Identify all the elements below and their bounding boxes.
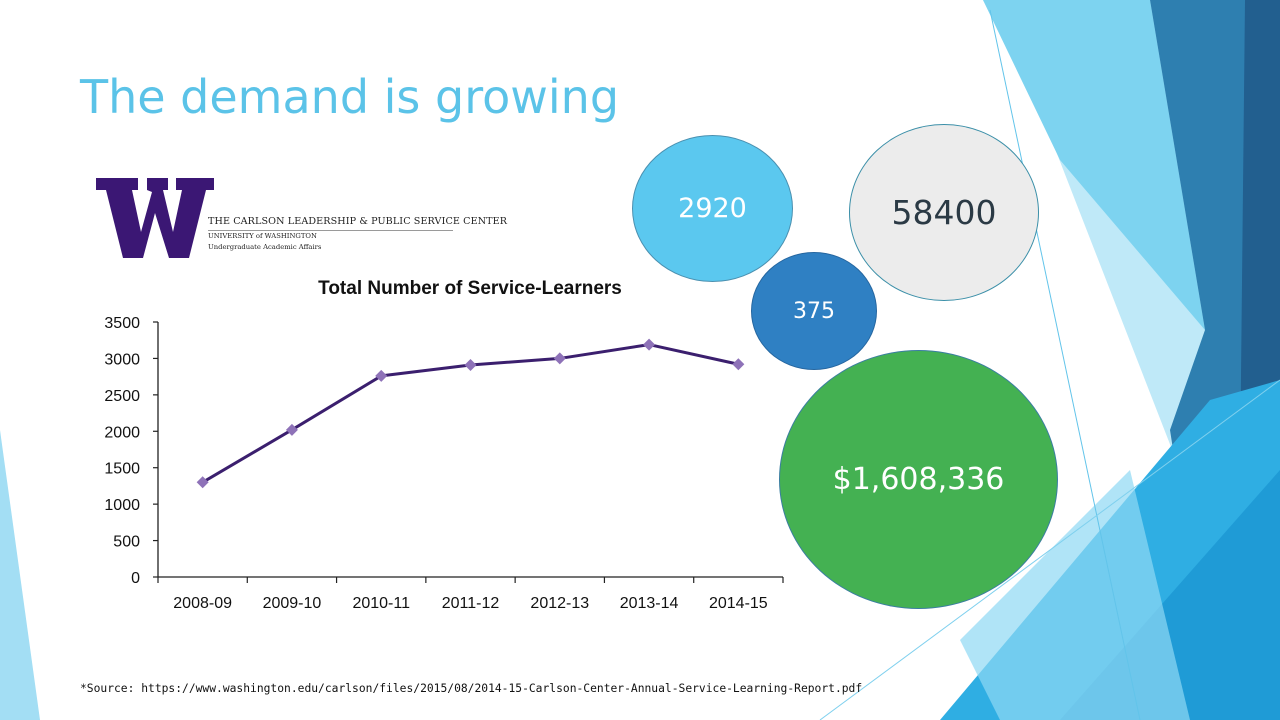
y-tick-label: 0 bbox=[131, 570, 140, 587]
x-tick-label: 2010-11 bbox=[352, 595, 410, 612]
y-tick-label: 3000 bbox=[104, 351, 140, 368]
data-point bbox=[196, 476, 209, 489]
y-tick-label: 2500 bbox=[104, 388, 140, 405]
y-tick-label: 2000 bbox=[104, 424, 140, 441]
data-point bbox=[464, 358, 477, 371]
w-letter-shape bbox=[96, 178, 214, 258]
x-tick-label: 2008-09 bbox=[173, 595, 232, 612]
y-tick-label: 3500 bbox=[104, 315, 140, 332]
data-point bbox=[285, 423, 298, 436]
deco-bottom-pale bbox=[960, 470, 1190, 720]
y-tick-label: 1000 bbox=[104, 497, 140, 514]
deco-thin-line bbox=[819, 379, 1280, 720]
deco-sky-panel bbox=[983, 0, 1205, 330]
y-tick-label: 1500 bbox=[104, 461, 140, 478]
uw-w-logo-icon bbox=[96, 178, 214, 258]
deco-darker-panel bbox=[1240, 0, 1280, 470]
chart-title: Total Number of Service-Learners bbox=[318, 278, 622, 299]
bubble-58400: 58400 bbox=[849, 124, 1039, 301]
data-point bbox=[643, 338, 656, 351]
slide-title: The demand is growing bbox=[80, 70, 620, 124]
y-tick-label: 500 bbox=[113, 534, 140, 551]
bubble-funding: $1,608,336 bbox=[779, 350, 1058, 609]
data-point bbox=[732, 358, 745, 371]
uw-carlson-logo: THE CARLSON LEADERSHIP & PUBLIC SERVICE … bbox=[96, 178, 507, 258]
x-tick-label: 2012-13 bbox=[530, 595, 589, 612]
source-citation: *Source: https://www.washington.edu/carl… bbox=[80, 682, 863, 695]
left-edge-stripe bbox=[0, 430, 40, 720]
data-point bbox=[553, 352, 566, 365]
logo-center-name: THE CARLSON LEADERSHIP & PUBLIC SERVICE … bbox=[208, 216, 508, 227]
x-tick-label: 2009-10 bbox=[263, 595, 322, 612]
logo-university: UNIVERSITY of WASHINGTON bbox=[208, 232, 317, 240]
logo-department: Undergraduate Academic Affairs bbox=[208, 243, 322, 251]
x-tick-label: 2014-15 bbox=[709, 595, 768, 612]
deco-thin-line bbox=[989, 9, 1141, 720]
x-tick-label: 2013-14 bbox=[620, 595, 679, 612]
data-point bbox=[375, 369, 388, 382]
bubble-2920: 2920 bbox=[632, 135, 793, 282]
bubble-375: 375 bbox=[751, 252, 877, 370]
x-tick-label: 2011-12 bbox=[442, 595, 500, 612]
logo-divider bbox=[208, 230, 453, 231]
